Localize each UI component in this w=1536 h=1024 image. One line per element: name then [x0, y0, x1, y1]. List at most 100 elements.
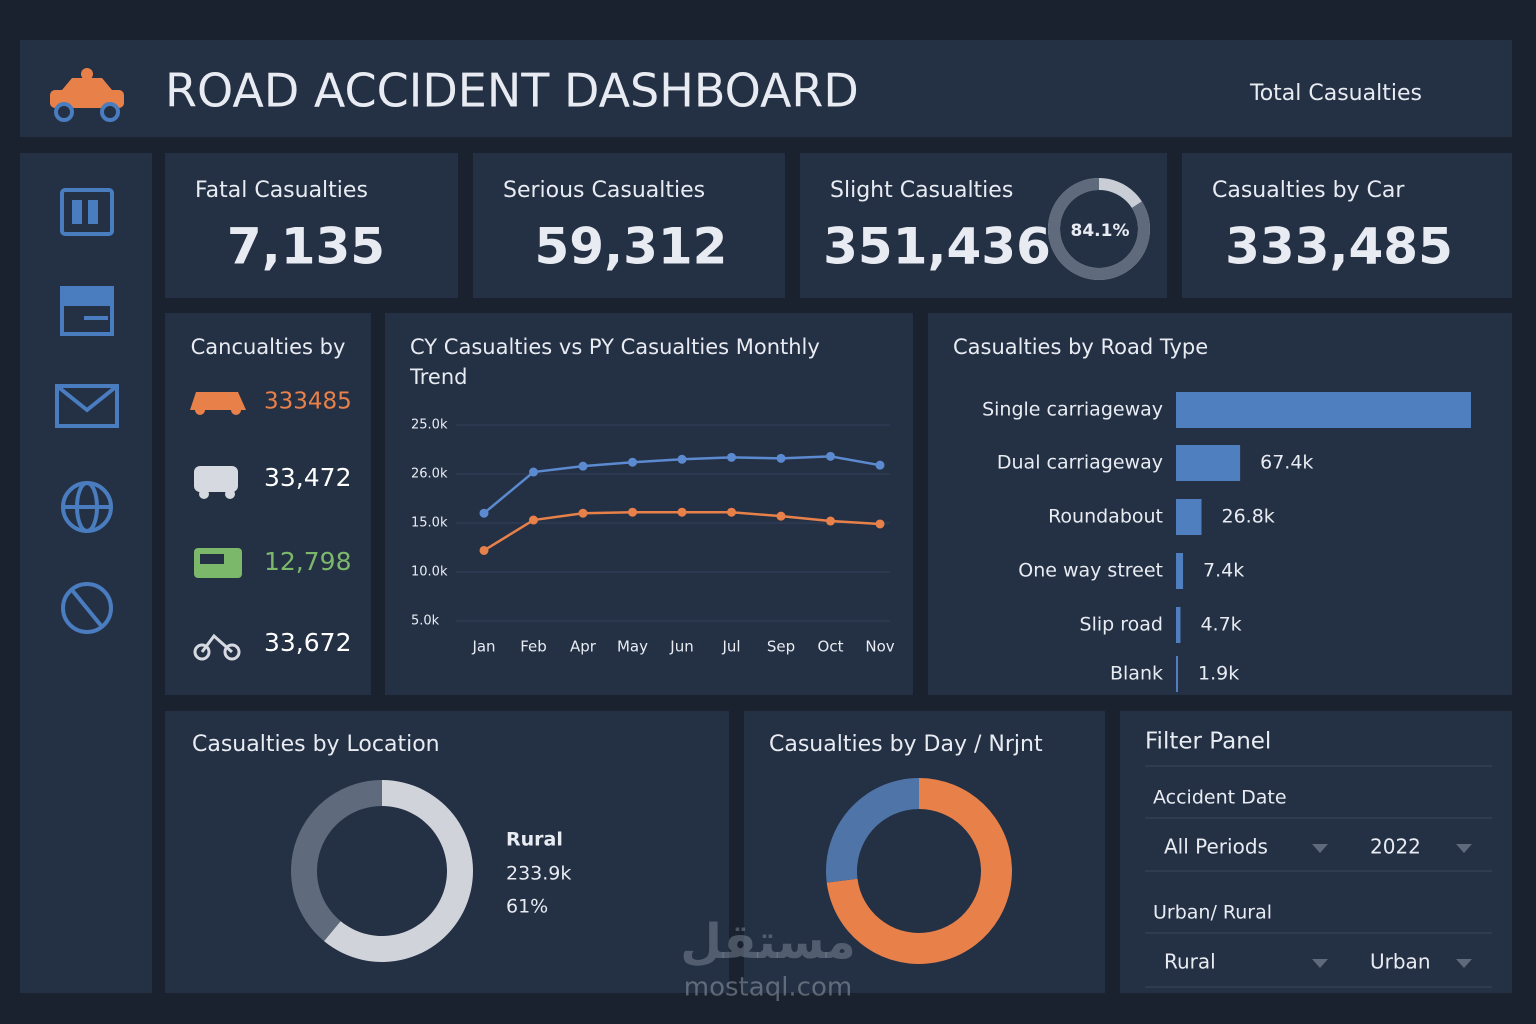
series-point [628, 507, 637, 517]
road-type-panel [928, 313, 1512, 695]
series-point [776, 453, 786, 463]
kpi-value: 59,312 [535, 218, 728, 276]
bar [1176, 607, 1181, 643]
filter-panel [1120, 711, 1512, 993]
donut-slice [324, 780, 474, 963]
dropdown-arrow [1312, 844, 1328, 853]
series-point [826, 516, 835, 526]
bar-value-label: 1.9k [1198, 663, 1239, 685]
bar [1176, 499, 1202, 535]
chart-title: Casualties by Location [192, 732, 440, 757]
nav-dashboard[interactable] [60, 188, 114, 236]
vehicle-title: Cancualties by [191, 335, 346, 359]
vehicle-value: 33,472 [264, 463, 351, 492]
dropdown-arrow [1456, 959, 1472, 968]
y-tick-label: 25.0k [411, 418, 448, 433]
filter-label: Accident Date [1153, 787, 1287, 809]
bar-value-label: 26.8k [1222, 506, 1275, 528]
nav-globe[interactable] [61, 481, 113, 533]
kpi-label: Fatal Casualties [195, 178, 368, 203]
bar-value-label: 4.7k [1200, 614, 1241, 636]
bar-value-label: 67.4k [1260, 452, 1313, 474]
x-tick-label: Apr [570, 638, 597, 656]
chart-title: CY Casualties vs PY Casualties Monthly T… [410, 335, 820, 389]
kpi-value: 351,436 [823, 218, 1051, 276]
x-tick-label: May [617, 638, 648, 656]
ring-label: 84.1% [1071, 221, 1130, 241]
series-point [628, 457, 637, 467]
nav-settings[interactable] [61, 582, 113, 634]
nav-reports[interactable] [60, 286, 114, 336]
series-point [529, 467, 538, 477]
x-tick-label: Jun [669, 638, 693, 656]
y-tick-label: 10.0k [411, 565, 448, 580]
bar-label: One way street [1018, 560, 1163, 582]
bus-icon [194, 548, 242, 578]
series-point [578, 508, 588, 518]
kpi-label: Casualties by Car [1212, 178, 1405, 203]
x-tick-label: Feb [520, 638, 547, 656]
nav-mail[interactable] [55, 384, 119, 428]
y-tick-label: 26.0k [411, 467, 448, 482]
van-icon [194, 466, 238, 499]
total-label: Total Casualties [1249, 81, 1422, 106]
sidebar [20, 153, 152, 993]
x-tick-label: Sep [767, 638, 795, 656]
dropdown[interactable]: Rural [1164, 950, 1328, 974]
bar [1176, 656, 1178, 692]
vehicle-value: 12,798 [264, 547, 351, 576]
x-tick-label: Jan [471, 638, 495, 656]
vehicle-value: 33,672 [264, 628, 351, 657]
series-point [727, 452, 736, 462]
filter-label: Urban/ Rural [1153, 902, 1272, 924]
dropdown-arrow [1312, 959, 1328, 968]
series-point [479, 545, 489, 555]
dropdown[interactable]: All Periods [1164, 835, 1328, 859]
vehicle-panel [165, 313, 371, 695]
chart-title: Casualties by Road Type [953, 335, 1208, 359]
series-point [677, 454, 687, 464]
watermark-arabic: مستقل [680, 914, 856, 970]
bike-icon [193, 633, 241, 661]
chart-title: Casualties by Day / Nrjnt [769, 732, 1043, 757]
kpi-card [1182, 153, 1512, 298]
vehicle-value: 333485 [264, 389, 352, 415]
series-point [479, 508, 489, 518]
bar-label: Dual carriageway [997, 452, 1163, 474]
x-tick-label: Oct [818, 638, 844, 656]
header-panel [20, 40, 1512, 137]
dropdown-value: Urban [1370, 950, 1431, 974]
dropdown[interactable]: 2022 [1370, 835, 1472, 859]
logo [50, 68, 124, 122]
dropdown-value: Rural [1164, 950, 1216, 974]
chart-title-box: CY Casualties vs PY Casualties Monthly T… [410, 335, 820, 389]
x-tick-label: Nov [865, 638, 894, 656]
legend-label: Rural [506, 829, 563, 851]
kpi-label: Slight Casualties [830, 178, 1013, 203]
bar [1176, 445, 1241, 481]
kpi-card [165, 153, 458, 298]
watermark-latin: mostaql.com [684, 973, 852, 1003]
kpi-value: 333,485 [1225, 218, 1453, 276]
kpi-label: Serious Casualties [503, 178, 705, 203]
dropdown[interactable]: Urban [1370, 950, 1472, 974]
series-point [875, 460, 885, 470]
series-point [677, 507, 687, 517]
x-tick-label: Jul [721, 638, 740, 656]
series-point [776, 511, 786, 521]
bar-label: Slip road [1080, 614, 1163, 636]
bar-label: Blank [1110, 663, 1163, 685]
car-icon [190, 392, 246, 415]
dashboard-title: ROAD ACCIDENT DASHBOARD [165, 64, 859, 118]
bar-label: Single carriageway [982, 399, 1163, 421]
series-point [578, 461, 588, 471]
trend-panel [385, 313, 913, 695]
dropdown-arrow [1456, 844, 1472, 853]
donut-slice [825, 778, 919, 883]
kpi-value: 7,135 [227, 218, 385, 276]
series-point [875, 519, 885, 529]
y-tick-label: 5.0k [411, 614, 440, 629]
donut-slice [826, 778, 1013, 965]
dropdown-value: All Periods [1164, 835, 1268, 859]
